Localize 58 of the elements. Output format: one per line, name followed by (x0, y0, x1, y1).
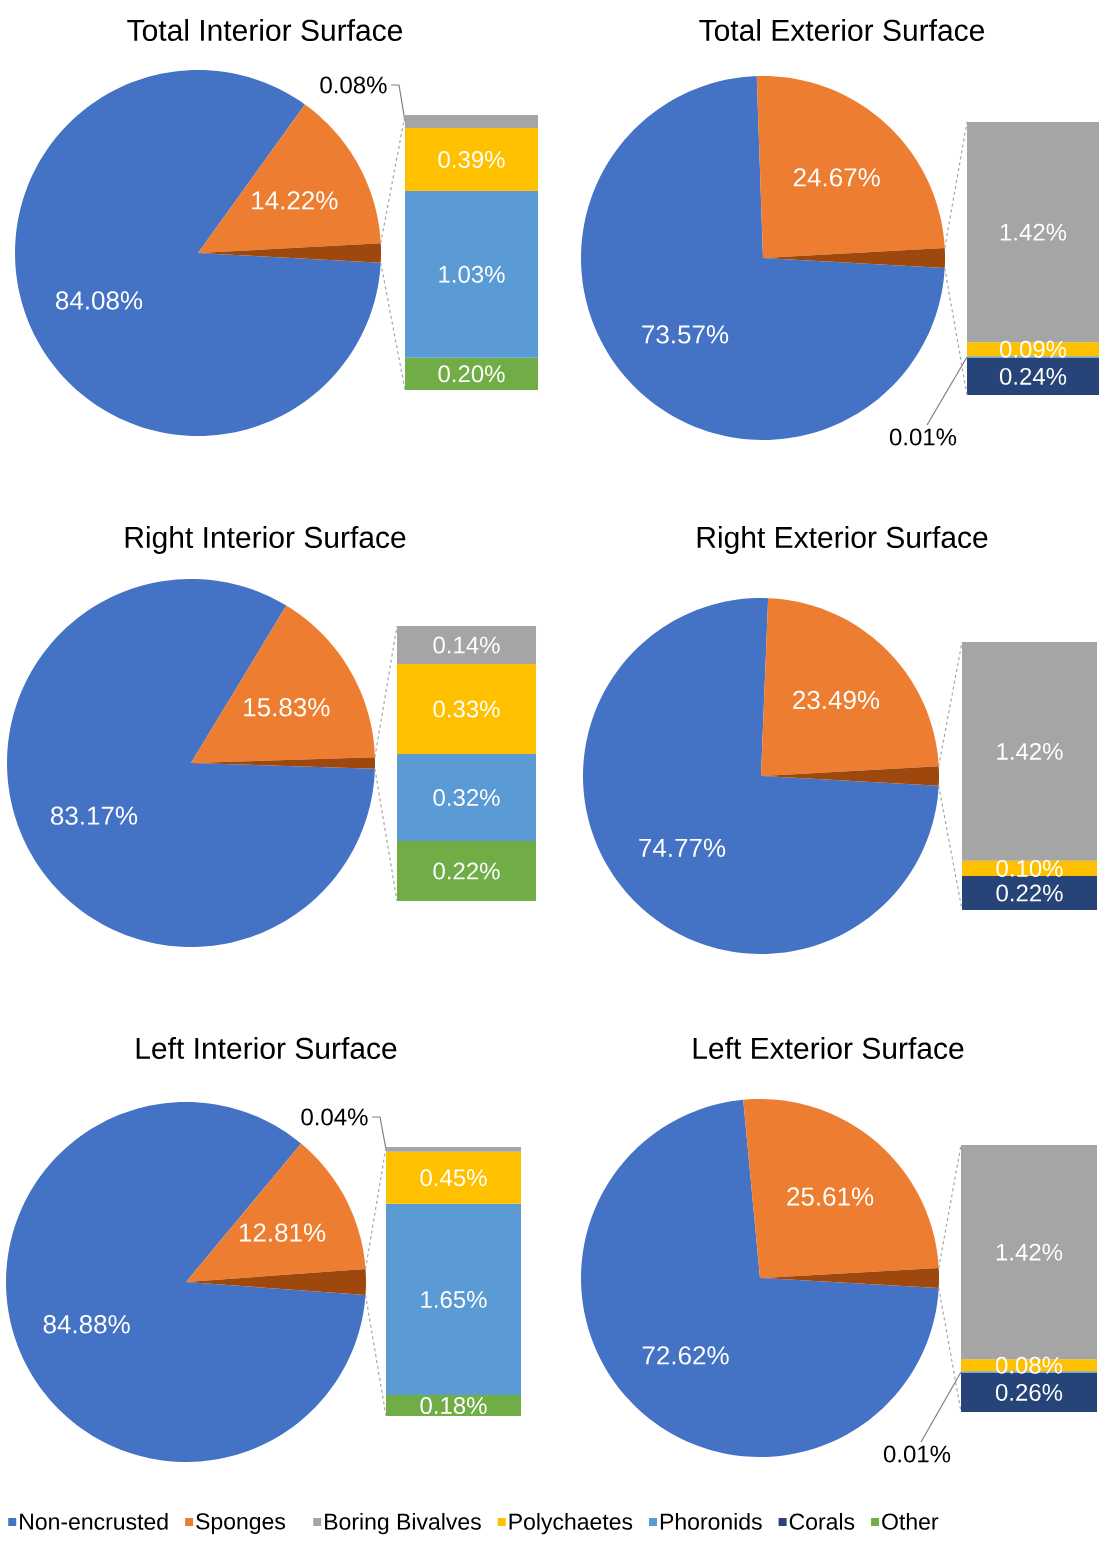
data-label: 23.49% (793, 690, 880, 710)
bar (397, 753, 537, 842)
data-label: 0.04% (301, 1108, 368, 1126)
data-label: 73.57% (642, 325, 729, 344)
data-label: 1.42% (1000, 223, 1067, 241)
data-label: 0.22% (996, 884, 1063, 902)
data-label: 0.22% (433, 862, 500, 880)
bar (961, 1372, 1098, 1412)
bar (397, 841, 537, 901)
data-label: 0.32% (433, 789, 500, 807)
chart-title: Total Interior Surface (127, 18, 403, 41)
data-label: 84.88% (43, 1315, 130, 1334)
data-label: 0.20% (438, 365, 505, 383)
legend-label: Polychaetes (509, 1512, 633, 1535)
chart-title: Left Interior Surface (136, 1036, 397, 1060)
chart-title: Left Exterior Surface (693, 1036, 964, 1060)
bar (405, 191, 538, 358)
data-label: 0.33% (433, 700, 500, 718)
bar (386, 1203, 521, 1396)
data-label: 0.01% (883, 1445, 951, 1463)
chart-title: Right Interior Surface (125, 526, 406, 554)
data-label: 12.81% (239, 1223, 326, 1242)
data-label: 0.08% (995, 1356, 1063, 1374)
data-label: 0.45% (420, 1169, 487, 1187)
bar (397, 664, 537, 754)
data-label: 0.01% (889, 428, 957, 446)
data-label: 0.10% (996, 859, 1063, 877)
legend-label: Non-encrusted (20, 1512, 168, 1530)
data-label: 1.42% (996, 1243, 1063, 1261)
data-label: 1.42% (997, 742, 1063, 760)
bar (386, 1151, 521, 1204)
data-label: 0.26% (995, 1383, 1063, 1401)
data-label: 83.17% (51, 806, 138, 825)
bar (405, 127, 538, 192)
data-label: 14.22% (252, 191, 338, 210)
legend-label: Boring Bivalves (325, 1512, 481, 1535)
data-label: 1.65% (421, 1290, 487, 1308)
chart-title: Right Exterior Surface (697, 526, 988, 554)
data-label: 74.77% (639, 838, 726, 857)
data-label: 1.03% (439, 265, 505, 283)
legend-label: Other (882, 1512, 939, 1530)
bar (967, 357, 1100, 395)
data-label: 0.09% (999, 340, 1067, 358)
chart-title: Total Exterior Surface (699, 18, 985, 41)
legend-label: Corals (789, 1512, 855, 1530)
legend-label: Sponges (196, 1513, 286, 1535)
data-label: 0.14% (433, 636, 500, 654)
bar (405, 357, 538, 390)
data-label: 24.67% (793, 168, 880, 187)
data-label: 15.83% (244, 698, 330, 717)
data-label: 84.08% (56, 291, 143, 310)
data-label: 72.62% (642, 1346, 729, 1365)
data-label: 25.61% (787, 1187, 874, 1206)
legend-label: Phoronids (660, 1512, 762, 1530)
data-label: 0.24% (999, 367, 1067, 385)
data-label: 0.39% (438, 150, 505, 168)
data-label: 0.08% (320, 76, 387, 94)
data-label: 0.18% (420, 1397, 487, 1415)
